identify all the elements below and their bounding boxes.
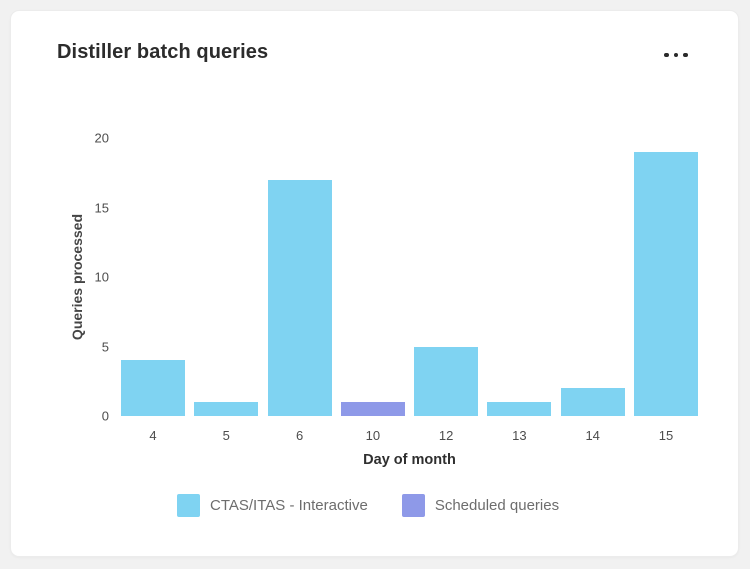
y-tick-label: 10 xyxy=(94,269,109,285)
ellipsis-icon xyxy=(664,52,669,58)
x-tick-label: 14 xyxy=(585,428,600,443)
bar-group-day-14[interactable] xyxy=(560,138,625,416)
x-tick-label: 5 xyxy=(222,428,230,443)
x-tick-label: 6 xyxy=(295,428,304,443)
more-options-button[interactable] xyxy=(658,43,694,67)
bar[interactable] xyxy=(414,346,479,416)
y-axis-title-column: Queries processed xyxy=(67,138,87,416)
legend-item[interactable]: CTAS/ITAS - Interactive xyxy=(177,494,368,517)
bar-group-day-4[interactable] xyxy=(121,138,185,416)
legend-swatch xyxy=(177,494,200,517)
legend-swatch xyxy=(401,494,425,517)
bar[interactable] xyxy=(340,402,405,416)
x-tick-row: 4 5 6 10 12 13 14 15 xyxy=(121,428,698,443)
chart-card: Distiller batch queries Queries processe… xyxy=(10,10,739,557)
x-axis-title: Day of month xyxy=(363,452,456,468)
ellipsis-icon xyxy=(673,52,679,58)
bar-group-day-15[interactable] xyxy=(633,138,698,416)
bar-chart: Queries processed 0 5 10 15 20 4 5 6 10 12 13 14 15… xyxy=(67,131,698,517)
y-tick-label: 15 xyxy=(94,200,109,215)
legend-label: CTAS/ITAS - Interactive xyxy=(210,497,368,514)
ellipsis-icon xyxy=(683,52,688,58)
x-tick-label: 4 xyxy=(149,428,157,443)
plot-area xyxy=(121,138,698,416)
card-title: Distiller batch queries xyxy=(57,41,269,63)
bar[interactable] xyxy=(487,402,552,416)
legend-item[interactable]: Scheduled queries xyxy=(401,494,560,517)
bar[interactable] xyxy=(633,151,698,416)
y-tick-label: 0 xyxy=(101,408,109,424)
bar[interactable] xyxy=(560,388,625,416)
y-axis-title: Queries processed xyxy=(69,213,85,341)
y-tick-label: 5 xyxy=(101,339,109,354)
bar[interactable] xyxy=(267,179,332,416)
bar-group-day-5[interactable] xyxy=(194,138,259,416)
bar-group-day-6[interactable] xyxy=(267,138,332,416)
x-tick-label: 12 xyxy=(438,428,454,443)
x-tick-label: 10 xyxy=(365,428,381,443)
y-tick-column: 0 5 10 15 20 xyxy=(87,131,121,424)
bar-group-day-13[interactable] xyxy=(487,138,552,416)
bar[interactable] xyxy=(194,402,259,416)
legend: CTAS/ITAS - Interactive Scheduled queries xyxy=(177,494,698,517)
bar-group-day-10[interactable] xyxy=(340,138,405,416)
legend-label: Scheduled queries xyxy=(434,497,560,514)
x-tick-label: 15 xyxy=(658,428,674,443)
bar[interactable] xyxy=(121,360,185,416)
bar-group-day-12[interactable] xyxy=(414,138,479,416)
x-tick-label: 13 xyxy=(512,428,527,443)
y-tick-label: 20 xyxy=(94,130,109,146)
